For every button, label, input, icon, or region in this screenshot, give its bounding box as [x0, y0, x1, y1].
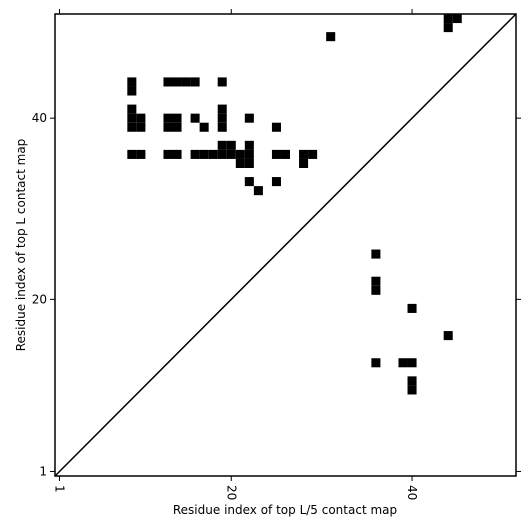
contact-cell: [371, 358, 381, 368]
contact-cell: [217, 149, 227, 159]
contact-cell: [271, 177, 281, 187]
contact-cell: [371, 285, 381, 295]
contact-cell: [172, 122, 182, 132]
contact-cell: [127, 113, 137, 123]
contact-cell: [452, 14, 462, 24]
contact-cell: [271, 122, 281, 132]
contact-cell: [163, 77, 173, 87]
contact-cell: [299, 149, 309, 159]
contact-cell: [190, 77, 200, 87]
contact-cell: [244, 113, 254, 123]
contact-cell: [199, 122, 209, 132]
contact-cell: [443, 331, 453, 341]
contact-cell: [371, 276, 381, 286]
contact-cell: [226, 149, 236, 159]
contact-cell: [136, 113, 146, 123]
contact-cell: [172, 149, 182, 159]
contact-cell: [163, 122, 173, 132]
contact-cell: [271, 149, 281, 159]
contact-cell: [407, 303, 417, 313]
contact-cell: [199, 149, 209, 159]
contact-cell: [253, 186, 263, 196]
contact-cell: [208, 149, 218, 159]
contact-cell: [136, 122, 146, 132]
contact-cell: [244, 140, 254, 150]
contact-cell: [217, 104, 227, 114]
x-tick-label: 40: [405, 485, 419, 500]
contact-cell: [244, 149, 254, 159]
contact-cell: [226, 140, 236, 150]
contact-cell: [127, 104, 137, 114]
x-tick-label: 20: [224, 485, 238, 500]
y-axis-label: Residue index of top L contact map: [14, 139, 28, 352]
contact-cell: [407, 376, 417, 386]
contact-cell: [172, 77, 182, 87]
x-axis-label: Residue index of top L/5 contact map: [173, 503, 397, 517]
contact-cell: [299, 158, 309, 168]
y-tick-label: 1: [39, 464, 47, 478]
contact-cell: [172, 113, 182, 123]
contact-cell: [217, 77, 227, 87]
contact-cell: [127, 149, 137, 159]
diagonal: [54, 13, 517, 477]
y-tick-label: 20: [32, 292, 47, 306]
contact-cell: [407, 358, 417, 368]
contact-cell: [190, 113, 200, 123]
contact-cell: [127, 122, 137, 132]
contact-cell: [136, 149, 146, 159]
contact-cell: [181, 77, 191, 87]
contact-cell: [371, 249, 381, 259]
contact-cell: [443, 23, 453, 33]
contact-cell: [244, 177, 254, 187]
contact-cell: [217, 122, 227, 132]
y-tick-label: 40: [32, 111, 47, 125]
x-tick-label: 1: [53, 485, 67, 493]
contact-cell: [235, 158, 245, 168]
contact-cell: [407, 385, 417, 395]
contact-cell: [443, 14, 453, 24]
contact-cell: [163, 149, 173, 159]
contact-cell: [127, 77, 137, 87]
contact-cell: [127, 86, 137, 96]
contact-cell: [235, 149, 245, 159]
contact-cell: [190, 149, 200, 159]
contact-cell: [217, 113, 227, 123]
contact-cell: [280, 149, 291, 159]
contact-cell: [217, 140, 227, 150]
plot-frame: [54, 13, 517, 477]
contact-cell: [163, 113, 173, 123]
contact-cell: [326, 32, 336, 42]
contact-cell: [308, 149, 318, 159]
contact-cell: [398, 358, 408, 368]
contact-cell: [244, 158, 254, 168]
